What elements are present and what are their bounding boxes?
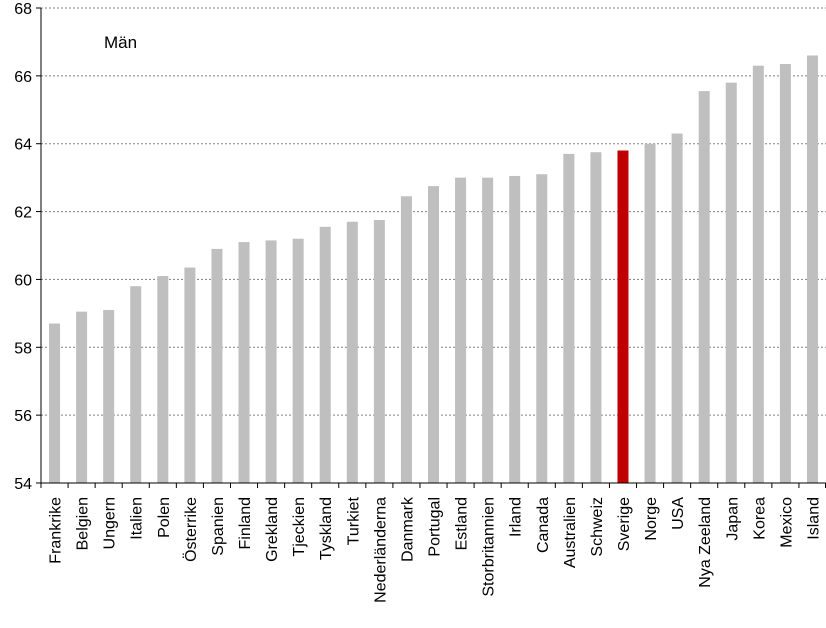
x-category-label: Mexico bbox=[778, 497, 795, 548]
x-category-label: Italien bbox=[129, 497, 146, 540]
y-tick-label: 62 bbox=[14, 205, 32, 222]
x-category-label: Turkiet bbox=[345, 496, 362, 545]
x-category-label: Schweiz bbox=[589, 497, 606, 557]
y-tick-label: 58 bbox=[14, 340, 32, 357]
x-category-label: Tyskland bbox=[318, 497, 335, 560]
bar bbox=[49, 323, 61, 483]
x-category-label: Japan bbox=[724, 497, 741, 541]
x-category-label: Danmark bbox=[399, 496, 416, 562]
bar bbox=[590, 152, 602, 484]
bar bbox=[671, 133, 683, 484]
x-category-label: Belgien bbox=[75, 497, 92, 550]
y-tick-label: 54 bbox=[14, 476, 32, 493]
bar bbox=[482, 177, 494, 483]
bar bbox=[373, 220, 385, 483]
y-tick-label: 64 bbox=[14, 137, 32, 154]
x-category-label: Grekland bbox=[264, 497, 281, 562]
bar bbox=[130, 286, 142, 483]
bar bbox=[536, 174, 548, 483]
x-category-label: Frankrike bbox=[48, 497, 65, 564]
x-category-label: Storbritannien bbox=[481, 497, 498, 597]
x-category-label: Canada bbox=[535, 497, 552, 553]
bar bbox=[779, 63, 791, 483]
bar bbox=[211, 248, 223, 483]
bar bbox=[346, 221, 358, 483]
y-tick-label: 68 bbox=[14, 1, 32, 18]
bar bbox=[400, 196, 412, 483]
x-category-label: Australien bbox=[562, 497, 579, 568]
bar bbox=[563, 153, 575, 483]
bar-highlighted bbox=[617, 150, 629, 483]
x-category-label: USA bbox=[670, 497, 687, 530]
bar bbox=[184, 267, 196, 483]
x-category-label: Ungern bbox=[102, 497, 119, 549]
bar bbox=[103, 309, 115, 483]
bar bbox=[806, 55, 818, 483]
bar bbox=[725, 82, 737, 484]
x-category-label: Sverige bbox=[616, 497, 633, 551]
x-category-label: Irland bbox=[508, 497, 525, 537]
bar bbox=[76, 311, 88, 483]
chart-title: Män bbox=[104, 33, 137, 52]
x-category-label: Norge bbox=[643, 497, 660, 541]
bar bbox=[319, 226, 331, 483]
x-category-label: Österrike bbox=[182, 497, 200, 562]
x-category-label: Korea bbox=[751, 497, 768, 540]
bar bbox=[265, 240, 277, 483]
x-category-label: Nederländerna bbox=[372, 497, 389, 603]
x-category-label: Nya Zeeland bbox=[697, 497, 714, 588]
x-category-label: Finland bbox=[237, 497, 254, 549]
x-category-label: Portugal bbox=[427, 497, 444, 557]
bar bbox=[292, 238, 304, 483]
bar bbox=[509, 175, 521, 484]
x-category-label: Spanien bbox=[210, 497, 227, 556]
bar bbox=[157, 276, 169, 483]
bar bbox=[644, 143, 656, 483]
y-tick-label: 56 bbox=[14, 408, 32, 425]
y-tick-label: 60 bbox=[14, 272, 32, 289]
x-category-label: Polen bbox=[156, 497, 173, 538]
bar bbox=[752, 65, 764, 483]
labels: 54 56 58 60 62 64 66 68 Frankrike Belgien Ungern It… bbox=[14, 1, 822, 603]
x-category-label: Tjeckien bbox=[291, 497, 308, 557]
y-tick-label: 66 bbox=[14, 69, 32, 86]
bars bbox=[49, 55, 818, 484]
bar bbox=[428, 186, 439, 483]
axes bbox=[36, 7, 826, 488]
x-category-label: Estland bbox=[454, 497, 471, 550]
bar bbox=[698, 91, 710, 483]
bar bbox=[238, 242, 250, 483]
bar bbox=[455, 177, 467, 483]
x-category-label: Island bbox=[805, 497, 822, 540]
